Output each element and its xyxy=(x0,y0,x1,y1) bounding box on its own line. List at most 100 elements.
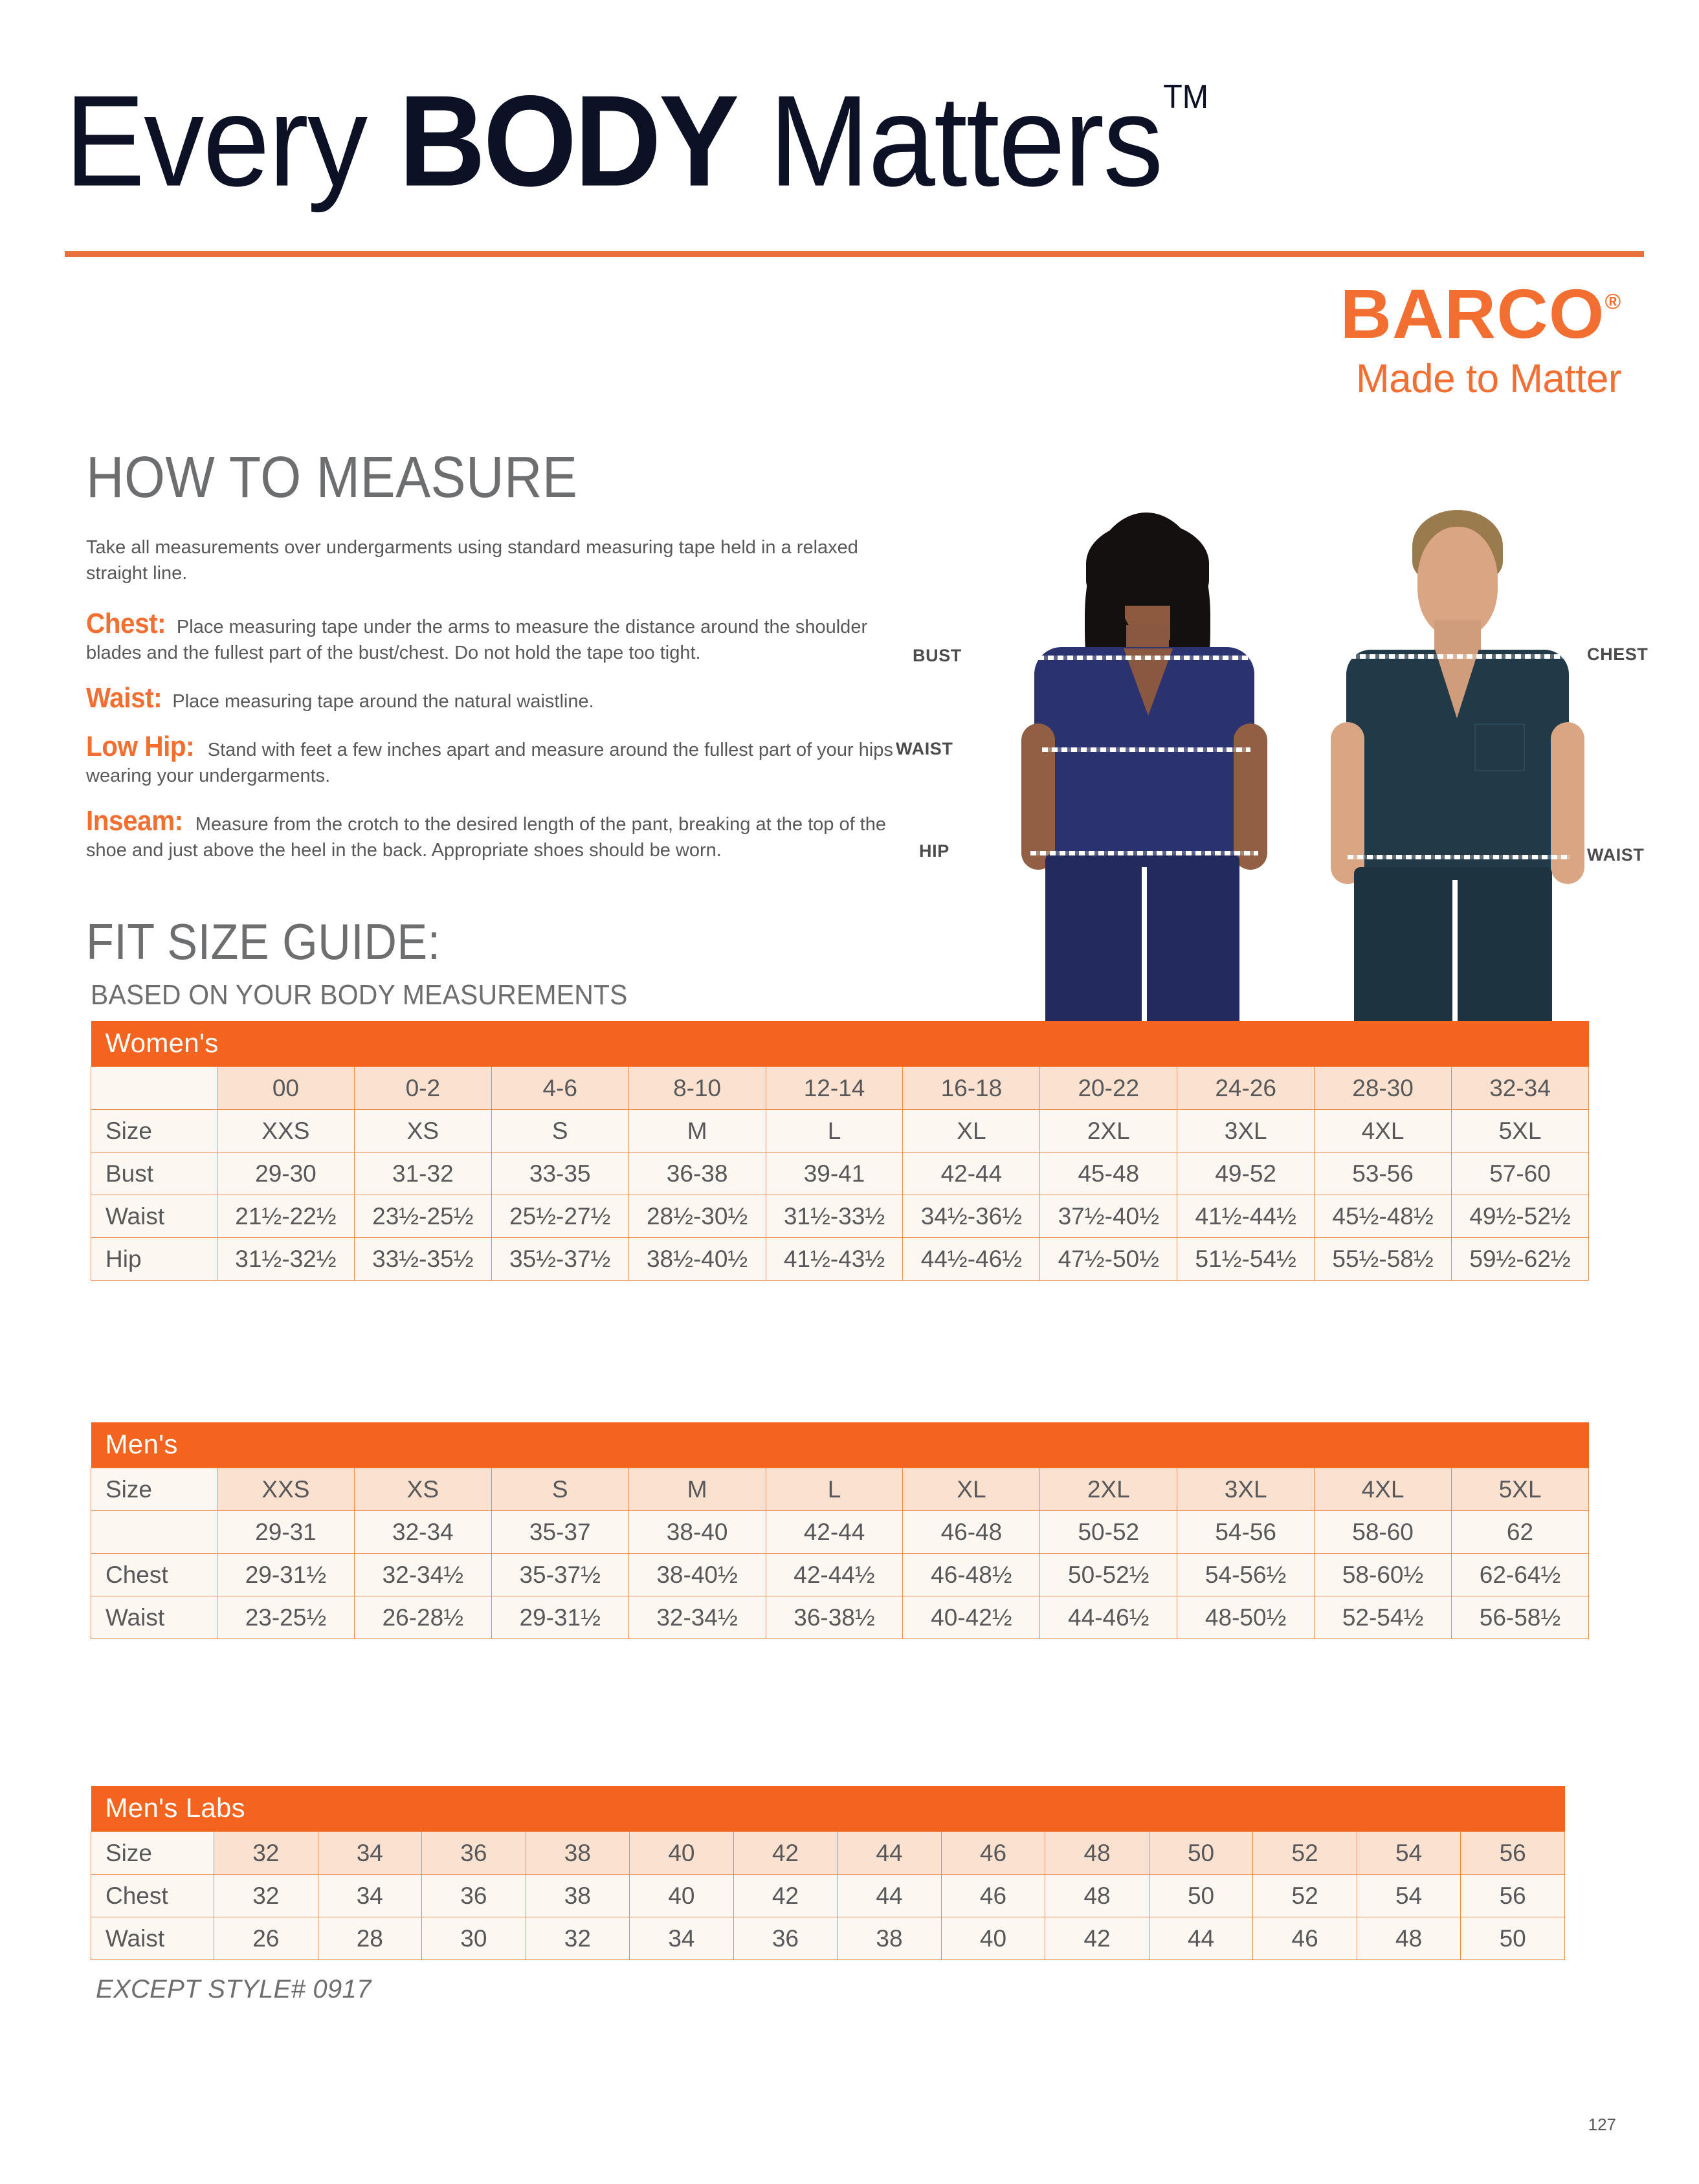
mens-labs-chest-11: 54 xyxy=(1356,1874,1461,1917)
mens-labs-chest-5: 42 xyxy=(733,1874,838,1917)
fit-size-guide-heading: FIT SIZE GUIDE: xyxy=(86,913,441,970)
mens-table-caption-row: Men's xyxy=(91,1422,1589,1468)
mens-labs-size-3: 38 xyxy=(525,1831,630,1875)
mens-waist-1: 26-28½ xyxy=(353,1596,492,1639)
mens-size-7: 3XL xyxy=(1177,1468,1315,1511)
womens-hip-5: 44½-46½ xyxy=(902,1237,1041,1281)
mens-labs-chest-2: 36 xyxy=(421,1874,526,1917)
mens-table-caption: Men's xyxy=(91,1422,1589,1468)
female-pants-seam xyxy=(1142,867,1147,1022)
mens-size-1: XS xyxy=(353,1468,492,1511)
mens-labs-size-2: 36 xyxy=(421,1831,526,1875)
chest-measure-tape xyxy=(1350,654,1568,659)
mens-labs-table-caption: Men's Labs xyxy=(91,1786,1565,1832)
title-part-2: Matters xyxy=(737,69,1163,214)
definition-inseam-text: Measure from the crotch to the desired l… xyxy=(86,814,887,861)
womens-bust-3: 36-38 xyxy=(628,1152,766,1195)
womens-row-label-size: Size xyxy=(91,1109,217,1153)
how-to-measure-intro: Take all measurements over undergarments… xyxy=(86,537,858,584)
mens-chest-2: 35-37½ xyxy=(491,1553,629,1596)
brand-name: BARCO® xyxy=(1340,272,1621,349)
womens-waist-2: 25½-27½ xyxy=(491,1195,629,1238)
mens-chest-1: 32-34½ xyxy=(353,1553,492,1596)
mens-waist-9: 56-58½ xyxy=(1451,1596,1589,1639)
womens-waist-0: 21½-22½ xyxy=(217,1195,355,1238)
womens-bust-5: 42-44 xyxy=(902,1152,1041,1195)
definition-chest: Chest: Place measuring tape under the arm… xyxy=(86,608,921,666)
womens-table-caption: Women's xyxy=(91,1021,1589,1067)
womens-bust-6: 45-48 xyxy=(1039,1152,1178,1195)
womens-bust-7: 49-52 xyxy=(1177,1152,1315,1195)
womens-hip-4: 41½-43½ xyxy=(765,1237,904,1281)
womens-hip-8: 55½-58½ xyxy=(1314,1237,1452,1281)
waist-measure-tape-female xyxy=(1042,747,1250,752)
womens-bust-9: 57-60 xyxy=(1451,1152,1589,1195)
registered-icon: ® xyxy=(1605,289,1621,313)
mens-labs-row-label-chest: Chest xyxy=(91,1874,214,1917)
mens-size-2: S xyxy=(491,1468,629,1511)
mens-size-row-label: Size xyxy=(91,1468,217,1511)
womens-numeric-6: 20-22 xyxy=(1039,1066,1178,1110)
womens-waist-9: 49½-52½ xyxy=(1451,1195,1589,1238)
mens-numeric-8: 58-60 xyxy=(1314,1510,1452,1554)
womens-row-label-waist: Waist xyxy=(91,1195,217,1238)
womens-waist-6: 37½-40½ xyxy=(1039,1195,1178,1238)
mens-labs-size-5: 42 xyxy=(733,1831,838,1875)
womens-size-9: 5XL xyxy=(1451,1109,1589,1153)
callout-hip: HIP xyxy=(919,841,949,861)
definition-low-hip: Low Hip: Stand with feet a few inches apa… xyxy=(86,731,921,789)
trademark-symbol: TM xyxy=(1163,78,1209,116)
female-arm-left xyxy=(1021,723,1055,870)
mens-size-4: L xyxy=(765,1468,904,1511)
mens-labs-size-row: Size 32 34 36 38 40 42 44 46 48 50 52 54… xyxy=(91,1831,1565,1875)
table-row: Waist 21½-22½ 23½-25½ 25½-27½ 28½-30½ 31… xyxy=(91,1195,1589,1238)
mens-labs-chest-6: 44 xyxy=(837,1874,942,1917)
mens-chest-6: 50-52½ xyxy=(1039,1553,1178,1596)
womens-waist-4: 31½-33½ xyxy=(765,1195,904,1238)
mens-labs-waist-11: 48 xyxy=(1356,1917,1461,1960)
definition-inseam: Inseam: Measure from the crotch to the de… xyxy=(86,807,921,863)
mens-numeric-9: 62 xyxy=(1451,1510,1589,1554)
mens-labs-size-4: 40 xyxy=(629,1831,734,1875)
mens-labs-size-12: 56 xyxy=(1460,1831,1565,1875)
brand-name-text: BARCO xyxy=(1340,274,1605,353)
mens-labs-waist-5: 36 xyxy=(733,1917,838,1960)
mens-labs-waist-8: 42 xyxy=(1045,1917,1149,1960)
mens-size-0: XXS xyxy=(217,1468,355,1511)
mens-waist-8: 52-54½ xyxy=(1314,1596,1452,1639)
table-row: Waist 26 28 30 32 34 36 38 40 42 44 46 4… xyxy=(91,1917,1565,1960)
mens-labs-waist-9: 44 xyxy=(1148,1917,1254,1960)
male-arm-left xyxy=(1331,722,1364,884)
mens-chest-5: 46-48½ xyxy=(902,1553,1041,1596)
womens-hip-2: 35½-37½ xyxy=(491,1237,629,1281)
mens-size-row: Size XXS XS S M L XL 2XL 3XL 4XL 5XL xyxy=(91,1468,1589,1511)
mens-numeric-7: 54-56 xyxy=(1177,1510,1315,1554)
mens-labs-waist-3: 32 xyxy=(525,1917,630,1960)
how-to-measure-heading: HOW TO MEASURE xyxy=(86,445,578,510)
male-chest-pocket xyxy=(1474,723,1525,771)
mens-waist-5: 40-42½ xyxy=(902,1596,1041,1639)
mens-labs-chest-12: 56 xyxy=(1460,1874,1565,1917)
mens-labs-waist-2: 30 xyxy=(421,1917,526,1960)
womens-numeric-row-label xyxy=(91,1066,217,1110)
mens-labs-waist-4: 34 xyxy=(629,1917,734,1960)
mens-waist-3: 32-34½ xyxy=(628,1596,766,1639)
definition-low-hip-label: Low Hip: xyxy=(86,731,195,762)
mens-row-label-numeric xyxy=(91,1510,217,1554)
definition-waist: Waist: Place measuring tape around the na… xyxy=(86,684,921,714)
womens-waist-1: 23½-25½ xyxy=(353,1195,492,1238)
womens-row-label-hip: Hip xyxy=(91,1237,217,1281)
mens-numeric-0: 29-31 xyxy=(217,1510,355,1554)
definition-chest-label: Chest: xyxy=(86,608,166,639)
mens-waist-4: 36-38½ xyxy=(765,1596,904,1639)
footnote: EXCEPT STYLE# 0917 xyxy=(96,1975,372,2003)
womens-hip-7: 51½-54½ xyxy=(1177,1237,1315,1281)
mens-size-8: 4XL xyxy=(1314,1468,1452,1511)
callout-chest: CHEST xyxy=(1587,645,1649,664)
table-row: Hip 31½-32½ 33½-35½ 35½-37½ 38½-40½ 41½-… xyxy=(91,1237,1589,1281)
womens-size-7: 3XL xyxy=(1177,1109,1315,1153)
table-row: Chest 29-31½ 32-34½ 35-37½ 38-40½ 42-44½… xyxy=(91,1553,1589,1596)
mens-labs-size-6: 44 xyxy=(837,1831,942,1875)
womens-bust-8: 53-56 xyxy=(1314,1152,1452,1195)
page-title: Every BODY MattersTM xyxy=(65,61,1533,211)
